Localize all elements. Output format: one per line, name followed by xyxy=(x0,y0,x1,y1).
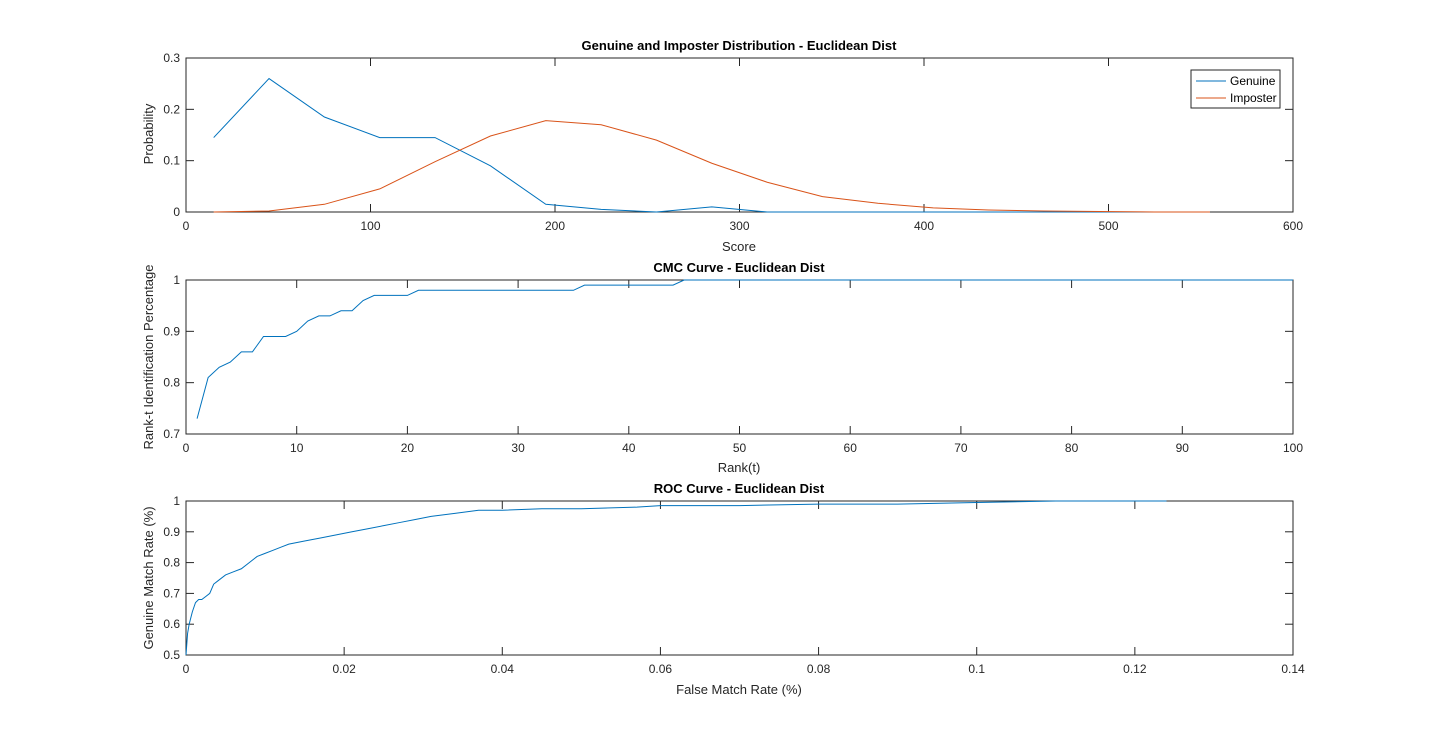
distribution-y-tick-label: 0 xyxy=(173,205,180,219)
distribution-y-tick-label: 0.1 xyxy=(163,154,180,168)
cmc-x-tick-label: 10 xyxy=(290,441,304,455)
cmc-x-tick-label: 50 xyxy=(733,441,747,455)
roc-x-tick-label: 0.1 xyxy=(968,662,985,676)
cmc-x-tick-label: 100 xyxy=(1283,441,1303,455)
cmc-x-tick-label: 40 xyxy=(622,441,636,455)
cmc-x-axis-label: Rank(t) xyxy=(718,460,761,475)
distribution-chart-title: Genuine and Imposter Distribution - Eucl… xyxy=(582,38,898,53)
legend-imposter-label: Imposter xyxy=(1230,91,1277,105)
distribution-x-tick-label: 500 xyxy=(1098,219,1118,233)
distribution-y-tick-label: 0.3 xyxy=(163,51,180,65)
cmc-x-tick-label: 70 xyxy=(954,441,968,455)
roc-x-tick-label: 0 xyxy=(183,662,190,676)
distribution-x-tick-label: 0 xyxy=(183,219,190,233)
distribution-chart: Genuine and Imposter Distribution - Eucl… xyxy=(141,38,1303,254)
roc-chart: ROC Curve - Euclidean Dist False Match R… xyxy=(141,481,1305,697)
cmc-y-tick-label: 0.7 xyxy=(163,427,180,441)
distribution-x-tick-label: 100 xyxy=(360,219,380,233)
roc-y-tick-label: 0.8 xyxy=(163,556,180,570)
roc-x-tick-label: 0.14 xyxy=(1281,662,1305,676)
distribution-x-tick-label: 600 xyxy=(1283,219,1303,233)
distribution-genuine-line xyxy=(213,77,1210,213)
distribution-y-axis-label: Probability xyxy=(141,103,156,164)
roc-y-axis-label: Genuine Match Rate (%) xyxy=(141,506,156,649)
distribution-imposter-line xyxy=(213,120,1210,213)
distribution-y-tick-label: 0.2 xyxy=(163,102,180,116)
roc-x-tick-label: 0.06 xyxy=(649,662,673,676)
cmc-x-tick-label: 90 xyxy=(1176,441,1190,455)
cmc-x-tick-label: 80 xyxy=(1065,441,1079,455)
cmc-y-tick-label: 0.8 xyxy=(163,376,180,390)
roc-y-tick-label: 0.5 xyxy=(163,648,180,662)
cmc-x-tick-label: 30 xyxy=(511,441,525,455)
roc-series-0-line xyxy=(185,500,1167,656)
cmc-y-tick-label: 1 xyxy=(173,273,180,287)
cmc-y-tick-label: 0.9 xyxy=(163,324,180,338)
roc-y-tick-label: 0.7 xyxy=(163,586,180,600)
roc-x-tick-label: 0.04 xyxy=(491,662,515,676)
distribution-x-tick-label: 300 xyxy=(729,219,749,233)
cmc-x-tick-label: 20 xyxy=(401,441,415,455)
distribution-x-axis-label: Score xyxy=(722,239,756,254)
cmc-x-tick-label: 60 xyxy=(844,441,858,455)
roc-y-tick-label: 0.9 xyxy=(163,525,180,539)
cmc-x-tick-label: 0 xyxy=(183,441,190,455)
roc-x-tick-label: 0.12 xyxy=(1123,662,1147,676)
legend-genuine-label: Genuine xyxy=(1230,74,1276,88)
roc-x-axis-label: False Match Rate (%) xyxy=(676,682,802,697)
roc-y-tick-label: 1 xyxy=(173,494,180,508)
roc-y-tick-label: 0.6 xyxy=(163,617,180,631)
roc-x-tick-label: 0.08 xyxy=(807,662,831,676)
distribution-x-tick-label: 400 xyxy=(914,219,934,233)
cmc-chart: CMC Curve - Euclidean Dist Rank(t) Rank-… xyxy=(141,260,1303,475)
cmc-series-0-line xyxy=(196,279,1293,419)
roc-chart-title: ROC Curve - Euclidean Dist xyxy=(654,481,825,496)
roc-axes-box xyxy=(185,500,1294,656)
roc-x-tick-label: 0.02 xyxy=(332,662,356,676)
legend-box xyxy=(1190,69,1281,109)
distribution-legend: Genuine Imposter xyxy=(1190,69,1281,109)
cmc-chart-title: CMC Curve - Euclidean Dist xyxy=(653,260,825,275)
distribution-x-tick-label: 200 xyxy=(545,219,565,233)
cmc-y-axis-label: Rank-t Identification Percentage xyxy=(141,265,156,450)
